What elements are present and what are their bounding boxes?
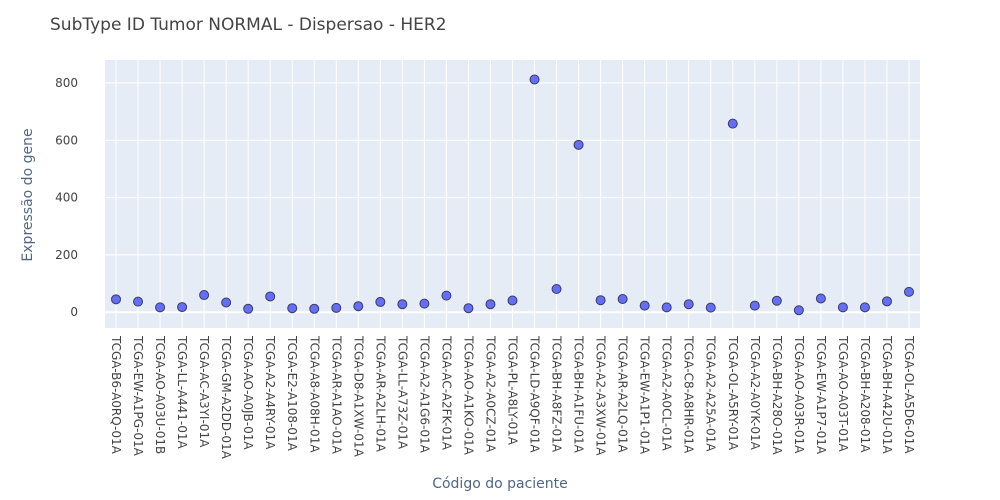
data-point[interactable] [727, 118, 738, 129]
grid-lines [105, 60, 920, 328]
x-tick-label: TCGA-PL-A8LY-01A [506, 335, 520, 446]
data-point[interactable] [903, 286, 914, 297]
data-point[interactable] [265, 291, 276, 302]
y-tick-label: 200 [55, 248, 78, 262]
data-point[interactable] [573, 139, 584, 150]
data-point[interactable] [617, 294, 628, 305]
x-tick-label: TCGA-OL-A5RY-01A [726, 335, 740, 451]
data-point[interactable] [705, 302, 716, 313]
data-point[interactable] [859, 302, 870, 313]
x-tick-label: TCGA-BH-A8FZ-01A [550, 335, 564, 453]
data-point[interactable] [551, 284, 562, 295]
data-point[interactable] [837, 302, 848, 313]
data-point[interactable] [133, 296, 144, 307]
x-tick-label: TCGA-BH-A1FU-01A [572, 335, 586, 454]
x-tick-label: TCGA-A2-A25A-01A [704, 335, 718, 452]
y-axis-title: Expressão do gene [20, 128, 36, 261]
data-point[interactable] [287, 303, 298, 314]
x-tick-label: TCGA-A2-A3XW-01A [594, 335, 608, 456]
x-tick-label: TCGA-EW-A1P7-01A [814, 335, 828, 455]
x-tick-label: TCGA-BH-A208-01A [858, 335, 872, 453]
x-tick-label: TCGA-AC-A3YI-01A [197, 335, 211, 448]
y-tick-label: 800 [55, 76, 78, 90]
data-point[interactable] [177, 302, 188, 313]
data-point[interactable] [111, 294, 122, 305]
data-point[interactable] [507, 295, 518, 306]
data-point[interactable] [221, 297, 232, 308]
data-points [111, 74, 914, 316]
x-axis-ticks: TCGA-B6-A0RQ-01A TCGA-EW-A1PG-01A TCGA-AO-… [109, 335, 916, 460]
data-point[interactable] [793, 305, 804, 316]
x-tick-label: TCGA-A2-A0CZ-01A [483, 335, 497, 453]
data-point[interactable] [595, 295, 606, 306]
data-point[interactable] [375, 296, 386, 307]
x-tick-label: TCGA-LL-A441-01A [175, 335, 189, 450]
x-tick-label: TCGA-AO-A03T-01A [836, 335, 850, 452]
data-point[interactable] [881, 296, 892, 307]
data-point[interactable] [397, 299, 408, 310]
data-point[interactable] [353, 301, 364, 312]
x-tick-label: TCGA-AR-A2LQ-01A [616, 335, 630, 453]
data-point[interactable] [199, 290, 210, 301]
data-point[interactable] [771, 295, 782, 306]
x-tick-label: TCGA-AR-A2LH-01A [373, 335, 387, 453]
data-point[interactable] [683, 299, 694, 310]
data-point[interactable] [419, 298, 430, 309]
y-tick-label: 0 [70, 305, 78, 319]
x-axis-title: Código do paciente [432, 476, 568, 492]
x-tick-label: TCGA-AR-A1AO-01A [329, 335, 343, 455]
x-tick-label: TCGA-LD-A9QF-01A [528, 335, 542, 453]
x-tick-label: TCGA-BH-A28O-01A [770, 335, 784, 455]
x-tick-label: TCGA-LL-A73Z-01A [395, 335, 409, 450]
data-point[interactable] [155, 302, 166, 313]
x-tick-label: TCGA-AO-A0JB-01A [241, 335, 255, 450]
x-tick-label: TCGA-BH-A42U-01A [880, 335, 894, 454]
x-tick-label: TCGA-A8-A08H-01A [307, 335, 321, 453]
x-tick-label: TCGA-AO-A03U-01B [153, 335, 167, 454]
x-tick-label: TCGA-A2-A0YK-01A [748, 335, 762, 451]
data-point[interactable] [661, 302, 672, 313]
data-point[interactable] [243, 303, 254, 314]
data-point[interactable] [485, 299, 496, 310]
x-tick-label: TCGA-EW-A1P1-01A [638, 335, 652, 455]
y-tick-label: 600 [55, 133, 78, 147]
data-point[interactable] [639, 300, 650, 311]
x-tick-label: TCGA-E2-A108-01A [285, 335, 299, 452]
x-tick-label: TCGA-EW-A1PG-01A [131, 335, 145, 457]
data-point[interactable] [441, 290, 452, 301]
x-tick-label: TCGA-C8-A8HR-01A [682, 335, 696, 454]
data-point[interactable] [331, 302, 342, 313]
data-point[interactable] [815, 293, 826, 304]
x-tick-label: TCGA-D8-A1XW-01A [351, 335, 365, 458]
x-tick-label: TCGA-GM-A2DD-01A [219, 335, 233, 460]
x-tick-label: TCGA-A2-A1G6-01A [417, 335, 431, 454]
x-tick-label: TCGA-A2-A4RY-01A [263, 335, 277, 450]
x-tick-label: TCGA-B6-A0RQ-01A [109, 335, 123, 455]
chart-title: SubType ID Tumor NORMAL - Dispersao - HE… [50, 15, 447, 35]
data-point[interactable] [749, 300, 760, 311]
data-point[interactable] [463, 303, 474, 314]
x-tick-label: TCGA-AO-A1KO-01A [461, 335, 475, 456]
data-point[interactable] [309, 303, 320, 314]
x-tick-label: TCGA-A2-A0CL-01A [660, 335, 674, 452]
y-axis-ticks: 0 200 400 600 800 [55, 76, 78, 319]
y-tick-label: 400 [55, 191, 78, 205]
data-point[interactable] [529, 74, 540, 85]
x-tick-label: TCGA-OL-A5D6-01A [902, 335, 916, 454]
x-tick-label: TCGA-AO-A03R-01A [792, 335, 806, 454]
x-tick-label: TCGA-AC-A2FK-01A [439, 335, 453, 451]
